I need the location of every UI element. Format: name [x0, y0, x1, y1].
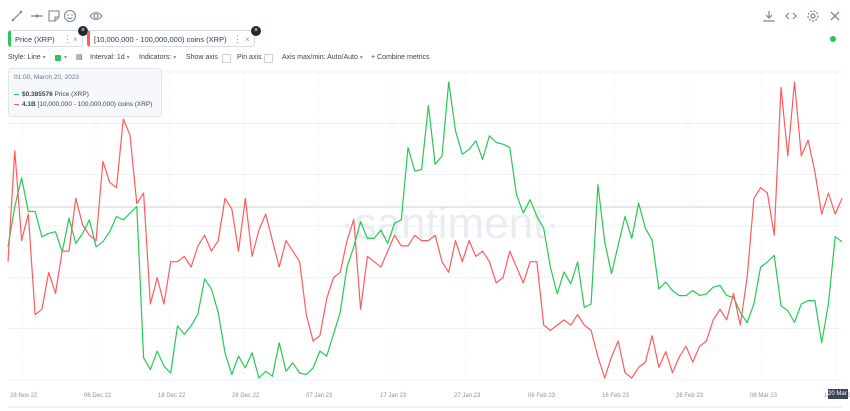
metric-chip-price[interactable]: Price (XRP) ⋮ ×	[8, 30, 83, 47]
tooltip-date: 01:00, March 20, 2023	[14, 74, 80, 81]
line-draw-icon[interactable]	[10, 9, 24, 23]
remove-chip-icon[interactable]: ×	[78, 26, 88, 36]
note-icon[interactable]	[47, 9, 61, 23]
x-tick-label: 28 Nov 22	[10, 393, 38, 399]
remove-chip-icon[interactable]: ×	[251, 26, 261, 36]
embed-code-icon[interactable]	[784, 9, 798, 23]
tooltip-row-price: $0.385576 Price (XRP)	[14, 91, 89, 98]
more-icon[interactable]: ⋮	[233, 34, 242, 44]
remove-metric-icon[interactable]: ×	[73, 35, 78, 44]
x-tick-label: 27 Jan 23	[454, 393, 481, 399]
color-caret-icon[interactable]: ▾	[64, 55, 68, 61]
tooltip-row-holders: 4.1B [10,000,000 - 100,000,000) coins (X…	[14, 101, 152, 108]
color-swatch[interactable]	[55, 55, 61, 61]
download-icon[interactable]	[762, 9, 776, 23]
chart-tooltip: 01:00, March 20, 2023 $0.385576 Price (X…	[8, 68, 162, 117]
show-axis-label: Show axis	[186, 54, 218, 61]
indicators-selector[interactable]: Indicators: ▾	[139, 54, 177, 61]
pin-axis-checkbox[interactable]	[264, 54, 273, 63]
emoji-icon[interactable]	[63, 9, 77, 23]
interval-selector[interactable]: Interval: 1d ▾	[90, 54, 130, 61]
tooltip-metric-name: Price (XRP)	[54, 91, 89, 98]
metric-label: Price (XRP)	[15, 35, 55, 44]
pin-axis-label: Pin axis	[237, 54, 262, 61]
series-line-price	[7, 81, 843, 379]
calendar-icon[interactable]: ▤	[76, 54, 83, 61]
more-icon[interactable]: ⋮	[63, 34, 72, 44]
x-tick-label: 17 Jan 23	[380, 393, 407, 399]
legend-swatch-red	[14, 103, 19, 106]
tooltip-metric-name: [10,000,000 - 100,000,000) coins (XRP)	[37, 101, 153, 108]
close-icon[interactable]	[828, 9, 842, 23]
top-toolbar	[0, 0, 850, 34]
x-tick-label: 06 Dec 22	[84, 393, 112, 399]
show-axis-checkbox[interactable]	[222, 54, 231, 63]
style-selector[interactable]: Style: Line ▾	[8, 54, 46, 61]
axis-maxmin-selector[interactable]: Axis max/min: Auto/Auto ▾	[282, 54, 363, 61]
metric-label: [10,000,000 - 100,000,000) coins (XRP)	[94, 35, 227, 44]
combine-metrics-button[interactable]: + Combine metrics	[371, 54, 430, 61]
tooltip-value: 4.1B	[22, 101, 36, 108]
eye-icon[interactable]	[89, 9, 103, 23]
x-tick-label: 28 Dec 22	[232, 393, 260, 399]
x-tick-label: 16 Feb 23	[602, 393, 630, 399]
x-tick-label: 07 Jan 23	[306, 393, 333, 399]
options-bar: Style: Line ▾ ▾ ▤ Interval: 1d ▾ Indicat…	[0, 51, 850, 65]
series-line-holders	[7, 81, 843, 379]
x-tick-label: 18 Dec 22	[158, 393, 186, 399]
remove-metric-icon[interactable]: ×	[245, 35, 250, 44]
x-tick-label: 26 Feb 23	[676, 393, 704, 399]
horizontal-ray-icon[interactable]	[30, 9, 44, 23]
tooltip-value: $0.385576	[22, 91, 53, 98]
metric-chip-holders[interactable]: [10,000,000 - 100,000,000) coins (XRP) ⋮…	[87, 30, 255, 47]
x-tick-label: 06 Feb 23	[528, 393, 556, 399]
legend-swatch-green	[14, 93, 19, 96]
live-status-dot	[830, 36, 836, 42]
x-tick-label: 08 Mar 23	[750, 393, 778, 399]
settings-icon[interactable]	[806, 9, 820, 23]
crosshair-x-label: 20 Mar	[828, 389, 848, 399]
